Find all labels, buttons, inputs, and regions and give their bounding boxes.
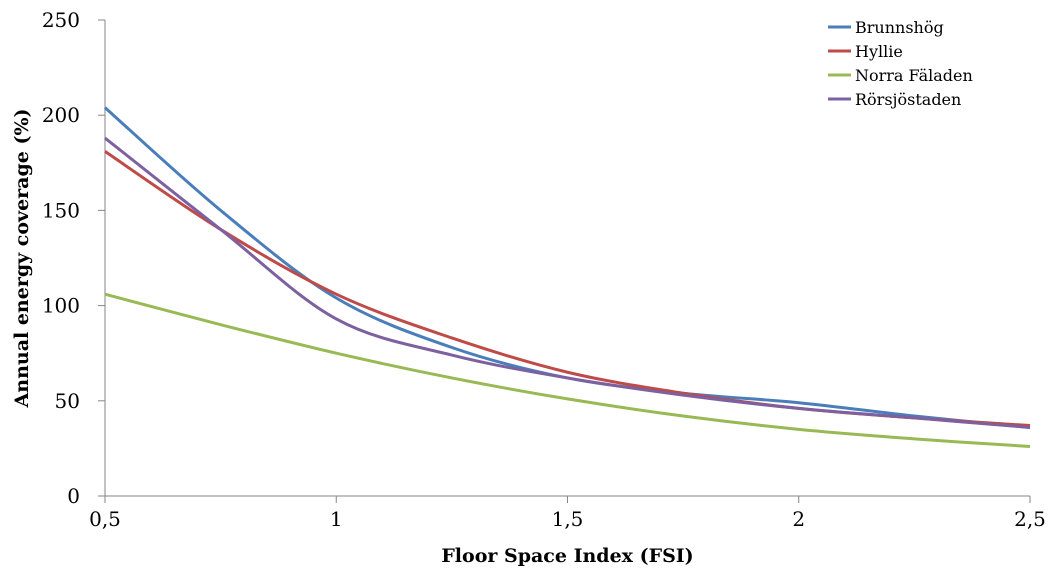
legend-label: Norra Fäladen: [855, 66, 973, 85]
y-tick-label: 0: [67, 484, 80, 508]
legend: Brunnshög Hyllie Norra Fäladen Rörsjöstaden: [828, 18, 973, 109]
y-tick-label: 150: [42, 198, 80, 222]
legend-label: Brunnshög: [855, 18, 944, 37]
legend-label: Hyllie: [855, 42, 903, 61]
x-tick-label: 2: [792, 507, 805, 531]
y-ticks: 0 50 100 150 200 250: [42, 8, 105, 508]
legend-label: Rörsjöstaden: [855, 90, 961, 109]
x-tick-label: 0,5: [89, 507, 121, 531]
series-line-1: [104, 150, 1031, 428]
x-tick-label: 1,5: [552, 507, 584, 531]
series-lines: [104, 106, 1031, 448]
y-tick-label: 100: [42, 294, 80, 318]
x-tick-label: 1: [330, 507, 343, 531]
series-line-2: [104, 292, 1031, 448]
x-ticks: 0,5 1 1,5 2 2,5: [89, 496, 1046, 531]
y-tick-label: 50: [55, 389, 80, 413]
series-line-3: [104, 136, 1031, 429]
series-line-0: [104, 106, 1031, 429]
x-tick-label: 2,5: [1014, 507, 1046, 531]
y-axis-title: Annual energy coverage (%): [11, 109, 33, 409]
y-tick-label: 250: [42, 8, 80, 32]
y-tick-label: 200: [42, 103, 80, 127]
x-axis-title: Floor Space Index (FSI): [441, 545, 693, 567]
